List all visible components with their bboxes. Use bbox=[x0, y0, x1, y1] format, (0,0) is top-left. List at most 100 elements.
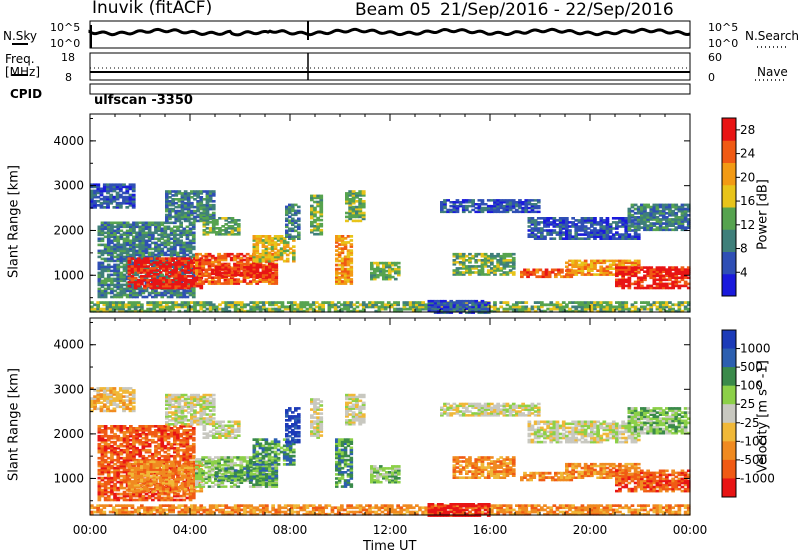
heatmap-cell bbox=[345, 211, 349, 215]
heatmap-cell bbox=[586, 235, 591, 238]
heatmap-cell bbox=[355, 205, 359, 209]
heatmap-cell bbox=[655, 222, 660, 225]
heatmap-cell bbox=[125, 289, 130, 293]
heatmap-cell bbox=[252, 239, 257, 242]
heatmap-cell bbox=[593, 231, 597, 234]
heatmap-cell bbox=[333, 307, 338, 311]
heatmap-cell bbox=[248, 282, 253, 285]
heatmap-cell bbox=[310, 208, 314, 212]
heatmap-cell bbox=[124, 309, 129, 313]
heatmap-cell bbox=[590, 301, 594, 304]
heatmap-cell bbox=[458, 305, 463, 309]
heatmap-cell bbox=[233, 510, 238, 514]
heatmap-cell bbox=[99, 508, 104, 512]
heatmap-cell bbox=[177, 510, 182, 514]
heatmap-cell bbox=[271, 268, 275, 272]
heatmap-cell bbox=[132, 243, 136, 247]
heatmap-cell bbox=[140, 309, 144, 313]
heatmap-cell bbox=[615, 282, 619, 286]
heatmap-cell bbox=[180, 203, 185, 207]
heatmap-cell bbox=[171, 286, 175, 290]
heatmap-cell bbox=[188, 293, 193, 297]
heatmap-cell bbox=[586, 301, 591, 304]
heatmap-cell bbox=[337, 247, 342, 250]
heatmap-cell bbox=[646, 220, 650, 223]
heatmap-cell bbox=[465, 265, 469, 268]
heatmap-cell bbox=[224, 229, 229, 232]
heatmap-cell bbox=[103, 243, 108, 247]
heatmap-cell bbox=[351, 209, 356, 213]
heatmap-cell bbox=[176, 237, 180, 241]
heatmap-cell bbox=[149, 284, 154, 288]
heatmap-cell bbox=[199, 219, 204, 223]
heatmap-cell bbox=[227, 301, 232, 304]
heatmap-cell bbox=[658, 228, 663, 232]
heatmap-cell bbox=[630, 274, 635, 278]
heatmap-cell bbox=[294, 213, 298, 217]
heatmap-cell bbox=[147, 251, 152, 255]
heatmap-cell bbox=[643, 274, 647, 278]
heatmap-cell bbox=[110, 277, 114, 281]
heatmap-cell bbox=[249, 504, 254, 507]
heatmap-cell bbox=[376, 269, 380, 273]
heatmap-cell bbox=[505, 263, 510, 266]
heatmap-cell bbox=[93, 191, 97, 195]
heatmap-cell bbox=[565, 225, 569, 228]
heatmap-cell bbox=[683, 280, 688, 284]
heatmap-cell bbox=[340, 276, 345, 279]
heatmap-cell bbox=[146, 259, 150, 262]
heatmap-cell bbox=[97, 233, 102, 237]
heatmap-cell bbox=[147, 253, 152, 257]
heatmap-cell bbox=[621, 274, 625, 278]
heatmap-cell bbox=[183, 276, 188, 280]
heatmap-cell bbox=[333, 309, 338, 313]
heatmap-cell bbox=[618, 217, 622, 220]
heatmap-cell bbox=[129, 255, 133, 259]
heatmap-cell bbox=[427, 305, 432, 309]
heatmap-cell bbox=[502, 261, 507, 264]
heatmap-cell bbox=[643, 270, 647, 273]
heatmap-cell bbox=[180, 217, 185, 221]
heatmap-cell bbox=[140, 265, 144, 268]
heatmap-cell bbox=[521, 201, 525, 204]
heatmap-cell bbox=[165, 205, 169, 209]
heatmap-cell bbox=[291, 205, 295, 209]
heatmap-cell bbox=[640, 226, 644, 229]
heatmap-cell bbox=[285, 225, 289, 229]
heatmap-cell bbox=[646, 272, 650, 275]
heatmap-cell bbox=[686, 276, 691, 280]
heatmap-cell bbox=[340, 251, 345, 255]
heatmap-cell bbox=[115, 187, 120, 191]
heatmap-cell bbox=[182, 251, 187, 255]
heatmap-cell bbox=[103, 267, 108, 271]
heatmap-cell bbox=[110, 287, 114, 291]
heatmap-cell bbox=[390, 305, 394, 309]
heatmap-cell bbox=[586, 231, 591, 234]
heatmap-cell bbox=[496, 261, 500, 264]
heatmap-cell bbox=[446, 210, 450, 214]
heatmap-cell bbox=[276, 243, 281, 246]
heatmap-cell bbox=[113, 233, 117, 237]
heatmap-cell bbox=[151, 235, 155, 239]
heatmap-cell bbox=[193, 219, 197, 223]
heatmap-cell bbox=[665, 268, 669, 271]
heatmap-cell bbox=[636, 211, 641, 215]
heatmap-cell bbox=[340, 261, 345, 265]
heatmap-cell bbox=[96, 187, 101, 191]
heatmap-cell bbox=[533, 233, 538, 236]
heatmap-cell bbox=[274, 510, 279, 514]
heatmap-cell bbox=[214, 280, 218, 283]
heatmap-cell bbox=[110, 259, 114, 263]
heatmap-cell bbox=[636, 218, 641, 221]
heatmap-cell bbox=[349, 257, 354, 261]
heatmap-cell bbox=[177, 271, 182, 274]
heatmap-cell bbox=[282, 247, 287, 251]
heatmap-cell bbox=[505, 204, 510, 208]
heatmap-cell bbox=[149, 510, 154, 514]
heatmap-cell bbox=[268, 282, 272, 285]
heatmap-cell bbox=[480, 301, 485, 305]
heatmap-cell bbox=[680, 301, 685, 304]
heatmap-cell bbox=[493, 273, 497, 276]
heatmap-cell bbox=[285, 217, 289, 221]
heatmap-cell bbox=[140, 305, 144, 309]
